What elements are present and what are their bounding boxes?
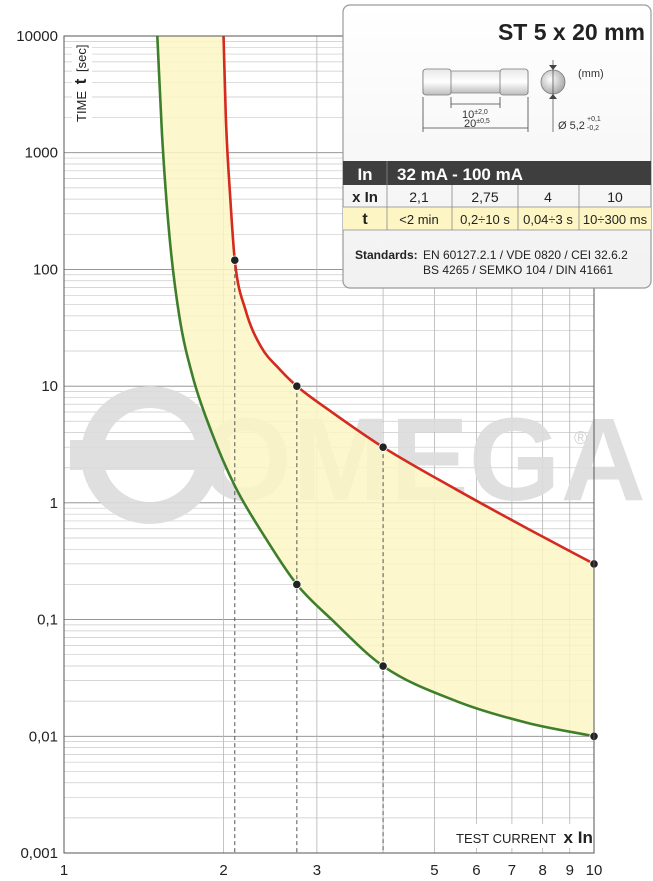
x-axis-title: TEST CURRENT x In: [452, 824, 593, 848]
t-value: <2 min: [399, 212, 438, 227]
x-axis-title-prefix: TEST CURRENT: [456, 831, 556, 846]
upper-limit-curve: [222, 36, 594, 566]
x-tick-label: 1: [60, 862, 68, 879]
unit-note: (mm): [578, 68, 604, 80]
data-point: [230, 255, 240, 265]
dim-outer: 20: [464, 118, 476, 130]
fuse-drawing: 10±2,0 20±0,5 (mm) Ø 5,2 +0,1 -0,2: [422, 60, 604, 132]
y-tick-labels: 0,001 0,01 0,1 1 10 100 1000 10000: [16, 28, 58, 862]
t-row-bg: [343, 207, 651, 230]
x-tick-label: 6: [472, 862, 480, 879]
xin-value: 2,75: [471, 189, 498, 205]
fuse-info-box: ST 5 x 20 mm 10±2,0 20±0,5 (mm) Ø 5,2 +0…: [342, 4, 652, 289]
info-box-title: ST 5 x 20 mm: [498, 19, 645, 45]
xin-value: 2,1: [409, 189, 429, 205]
diameter: Ø 5,2: [558, 120, 585, 132]
y-tick-label: 1000: [25, 145, 58, 162]
x-tick-label: 3: [313, 862, 321, 879]
x-tick-label: 5: [430, 862, 438, 879]
x-tick-label: 2: [219, 862, 227, 879]
y-axis-title-var: t: [71, 78, 90, 84]
x-tick-label: 7: [508, 862, 516, 879]
y-axis-title-prefix: TIME: [74, 91, 89, 122]
diameter-tol-minus: -0,2: [587, 125, 599, 132]
y-tick-label: 1: [50, 495, 58, 512]
svg-text:TIME t [sec]: TIME t [sec]: [71, 45, 90, 122]
data-point: [292, 381, 302, 391]
t-value: 10÷300 ms: [583, 212, 648, 227]
y-tick-label: 0,01: [29, 728, 58, 745]
t-value: 0,04÷3 s: [523, 212, 573, 227]
xin-value: 4: [544, 189, 552, 205]
dim-inner-tol: ±2,0: [474, 109, 488, 116]
data-point: [378, 442, 388, 452]
y-tick-label: 0,001: [20, 845, 58, 862]
standards-line-1: EN 60127.2.1 / VDE 0820 / CEI 32.6.2: [423, 248, 628, 262]
y-axis-title: TIME t [sec]: [71, 44, 92, 126]
standards-line-2: BS 4265 / SEMKO 104 / DIN 41661: [423, 263, 613, 277]
y-axis-title-unit: [sec]: [74, 45, 89, 72]
svg-text:20±0,5: 20±0,5: [464, 118, 490, 130]
tolerance-band-fill: [157, 36, 594, 737]
x-tick-label: 10: [586, 862, 603, 879]
plot-frame: [63, 35, 595, 854]
t-value: 0,2÷10 s: [460, 212, 510, 227]
spec-table: In 32 mA - 100 mA x In 2,1 2,75 4 10 t <…: [343, 161, 651, 231]
svg-text:10±2,0: 10±2,0: [462, 109, 488, 121]
curves: [156, 36, 594, 738]
t-label: t: [362, 211, 368, 228]
y-tick-label: 100: [33, 261, 58, 278]
standards-label: Standards:: [355, 248, 418, 262]
x-tick-label: 8: [538, 862, 546, 879]
info-box-frame: [342, 4, 652, 289]
y-tick-label: 10: [41, 378, 58, 395]
in-label: In: [357, 165, 372, 184]
lower-limit-curve: [156, 36, 594, 738]
xin-label: x In: [352, 189, 378, 206]
diameter-tol-plus: +0,1: [587, 116, 601, 123]
data-point: [292, 579, 302, 590]
x-tick-label: 9: [566, 862, 574, 879]
xin-value: 10: [607, 189, 623, 205]
in-value: 32 mA - 100 mA: [397, 165, 523, 184]
y-tick-label: 10000: [16, 28, 58, 45]
x-tick-labels: 1 2 3 5 6 7 8 9 10: [60, 862, 603, 879]
watermark-registered-mark: ®: [574, 428, 587, 448]
svg-text:TEST CURRENT x In: TEST CURRENT x In: [456, 828, 593, 847]
data-point: [378, 661, 388, 671]
y-tick-label: 0,1: [37, 612, 58, 629]
dim-inner: 10: [462, 109, 474, 121]
dim-outer-tol: ±0,5: [476, 118, 490, 125]
x-axis-title-var: x In: [564, 828, 593, 847]
in-header-row: [343, 161, 651, 185]
